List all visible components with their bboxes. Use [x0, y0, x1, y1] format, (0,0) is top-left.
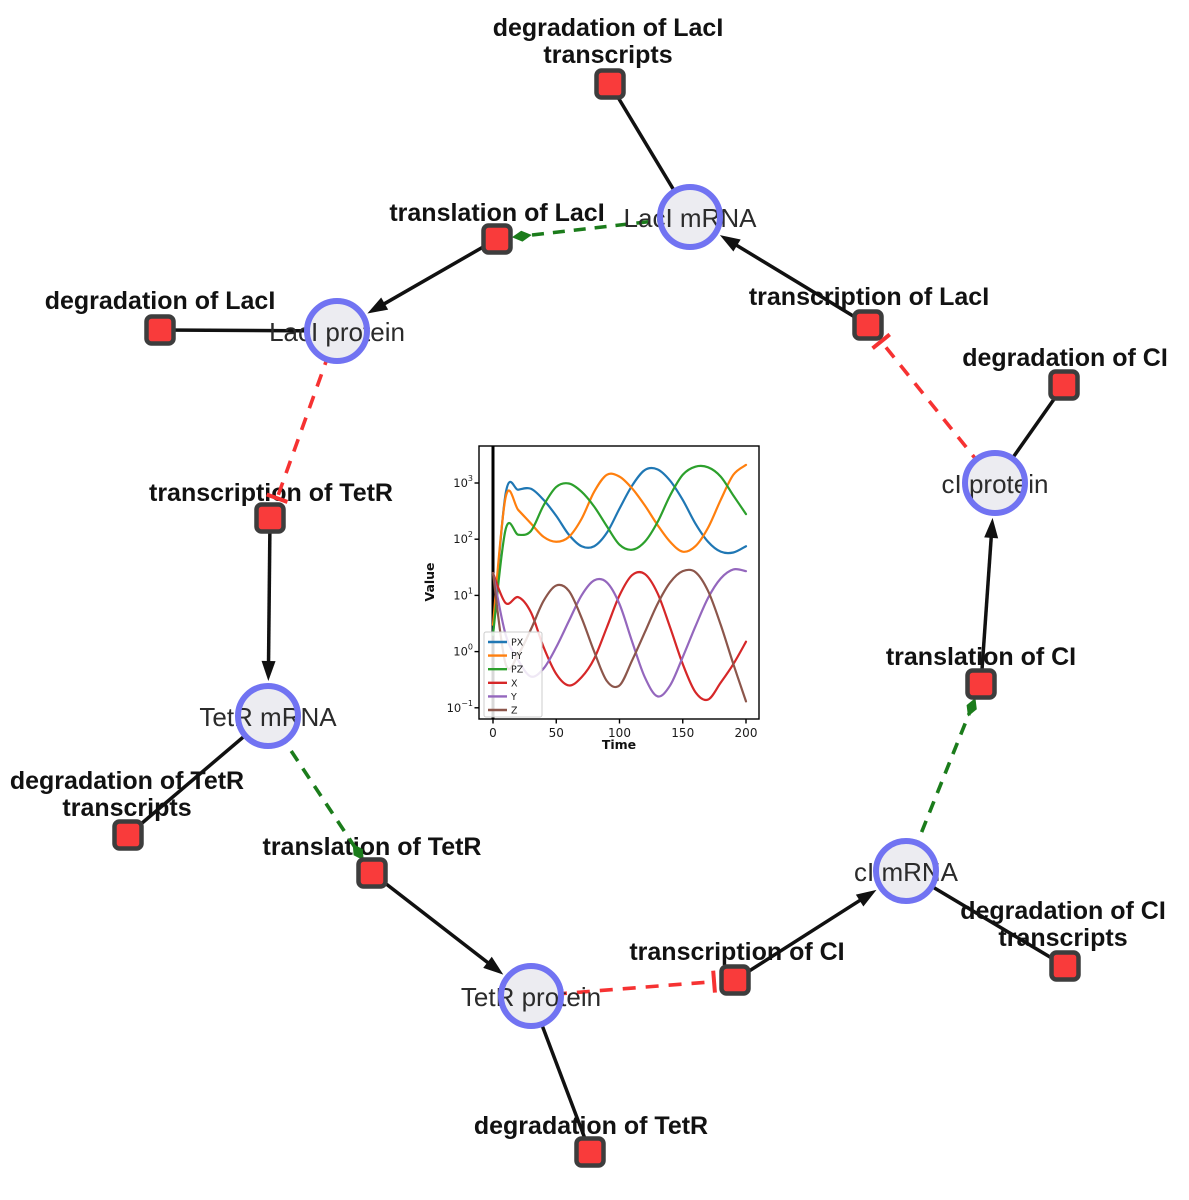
- y-tick-label: 101: [453, 586, 473, 602]
- production-edge-transcription-of-tetr--tetr-mrna: [261, 517, 276, 682]
- reaction-label-degradation-of-laci: degradation of LacI: [45, 287, 276, 315]
- y-tick-label: 103: [453, 474, 473, 490]
- reaction-node-transcription-of-laci[interactable]: [852, 309, 884, 341]
- species-node-ci-mrna[interactable]: [876, 841, 936, 901]
- reaction-node-degradation-of-ci[interactable]: [1048, 369, 1080, 401]
- species-node-ring-tetr-mrna: [235, 683, 301, 749]
- reaction-node-degradation-of-laci-transcripts[interactable]: [594, 68, 626, 100]
- production-edge-translation-of-ci--ci-protein: [979, 517, 999, 685]
- modifier-diamond-icon: [966, 697, 977, 717]
- layer-reaction-nodes: [112, 68, 1081, 1168]
- reaction-node-transcription-of-tetr[interactable]: [254, 502, 286, 534]
- species-node-laci-protein[interactable]: [307, 301, 367, 361]
- reaction-node-transcription-of-ci[interactable]: [719, 964, 751, 996]
- species-node-ring-laci-mrna: [657, 184, 723, 250]
- reaction-label-transcription-of-laci: transcription of LacI: [749, 283, 989, 311]
- reaction-label-degradation-of-laci-transcripts: degradation of LacI: [493, 14, 724, 42]
- reaction-node-translation-of-ci[interactable]: [965, 668, 997, 700]
- inhibition-tbar-icon: [871, 332, 891, 350]
- reaction-label-transcription-of-ci: transcription of CI: [629, 938, 844, 966]
- reaction-label-degradation-of-ci: degradation of CI: [962, 344, 1168, 372]
- species-node-ring-ci-protein: [962, 450, 1028, 516]
- layer-species-labels: LacI mRNA LacI protein TetR mRNA TetR prote…: [199, 203, 1048, 1012]
- arrowhead-icon: [719, 235, 741, 252]
- x-tick-label: 50: [549, 726, 564, 740]
- species-node-tetr-mrna[interactable]: [238, 686, 298, 746]
- species-label-laci-mrna: LacI mRNA: [624, 203, 758, 233]
- x-tick-label: 0: [489, 726, 497, 740]
- species-node-laci-mrna[interactable]: [660, 187, 720, 247]
- legend-label-PX: PX: [511, 638, 524, 649]
- reaction-label-degradation-of-ci-transcripts: degradation of CI: [960, 897, 1166, 925]
- reaction-node-degradation-of-tetr-transcripts[interactable]: [112, 819, 144, 851]
- series-line-PY: [491, 463, 748, 626]
- reaction-node-translation-of-laci[interactable]: [481, 223, 513, 255]
- species-node-tetr-protein[interactable]: [501, 966, 561, 1026]
- reaction-label-translation-of-tetr: translation of TetR: [263, 833, 482, 861]
- inset-plot: 0 50 100 150 200 10−1 100 101 102 103 PX PY PZ XYZ: [447, 445, 760, 740]
- inhibition-tbar-icon: [711, 970, 717, 993]
- legend: PX PY PZ XYZ: [483, 631, 543, 718]
- y-tick-label: 100: [453, 643, 473, 659]
- series-curves: [491, 463, 748, 703]
- production-edge-transcription-of-laci--laci-mrna: [719, 235, 869, 327]
- inset-x-axis-label: Time: [602, 737, 636, 752]
- legend-label-X: X: [511, 678, 518, 689]
- x-tick-label: 150: [671, 726, 694, 740]
- species-label-ci-protein: cI protein: [942, 469, 1049, 499]
- layer-species-fills: [238, 187, 1025, 1026]
- production-edge-translation-of-tetr--tetr-protein: [370, 871, 504, 975]
- x-tick-label: 200: [735, 726, 758, 740]
- legend-label-Z: Z: [511, 706, 518, 717]
- species-label-ci-mrna: cI mRNA: [854, 857, 959, 887]
- layer-species-rings: [235, 184, 1028, 1029]
- reaction-label-degradation-of-laci-transcripts: transcripts: [543, 41, 672, 69]
- series-line-PZ: [491, 464, 748, 636]
- reaction-label-degradation-of-tetr-transcripts: degradation of TetR: [10, 767, 244, 795]
- x-tick-label: 100: [608, 726, 631, 740]
- species-node-ci-protein[interactable]: [965, 453, 1025, 513]
- arrowhead-icon: [261, 660, 276, 682]
- reaction-node-degradation-of-laci[interactable]: [144, 314, 176, 346]
- species-label-tetr-protein: TetR protein: [461, 982, 601, 1012]
- arrowhead-icon: [855, 889, 877, 907]
- legend-label-PY: PY: [511, 651, 523, 662]
- y-tick-label: 10−1: [447, 699, 473, 715]
- species-label-tetr-mrna: TetR mRNA: [199, 702, 337, 732]
- layer-reaction-labels: degradation of LacItranscriptstranslatio…: [10, 14, 1168, 1140]
- modifier-diamond-icon: [352, 843, 364, 861]
- series-line-Z: [491, 568, 748, 703]
- reaction-label-degradation-of-tetr: degradation of TetR: [474, 1112, 708, 1140]
- reaction-label-translation-of-laci: translation of LacI: [389, 199, 604, 227]
- production-edge-transcription-of-ci--ci-mrna: [734, 889, 877, 982]
- arrowhead-icon: [984, 517, 999, 539]
- arrowhead-icon: [367, 297, 389, 314]
- modifier-diamond-icon: [511, 230, 532, 242]
- species-node-ring-laci-protein: [304, 298, 370, 364]
- reaction-node-translation-of-tetr[interactable]: [356, 857, 388, 889]
- legend-label-PZ: PZ: [511, 665, 524, 676]
- production-edge-translation-of-laci--laci-protein: [367, 237, 498, 314]
- species-label-laci-protein: LacI protein: [269, 317, 405, 347]
- inset-y-axis-label: Value: [422, 562, 437, 601]
- reaction-node-degradation-of-tetr[interactable]: [574, 1136, 606, 1168]
- reaction-node-degradation-of-ci-transcripts[interactable]: [1049, 950, 1081, 982]
- y-tick-label: 102: [453, 530, 473, 546]
- inhibition-tbar-icon: [266, 492, 289, 504]
- legend-label-Y: Y: [510, 692, 517, 703]
- arrowhead-icon: [483, 956, 504, 975]
- species-node-ring-tetr-protein: [498, 963, 564, 1029]
- species-node-ring-ci-mrna: [873, 838, 939, 904]
